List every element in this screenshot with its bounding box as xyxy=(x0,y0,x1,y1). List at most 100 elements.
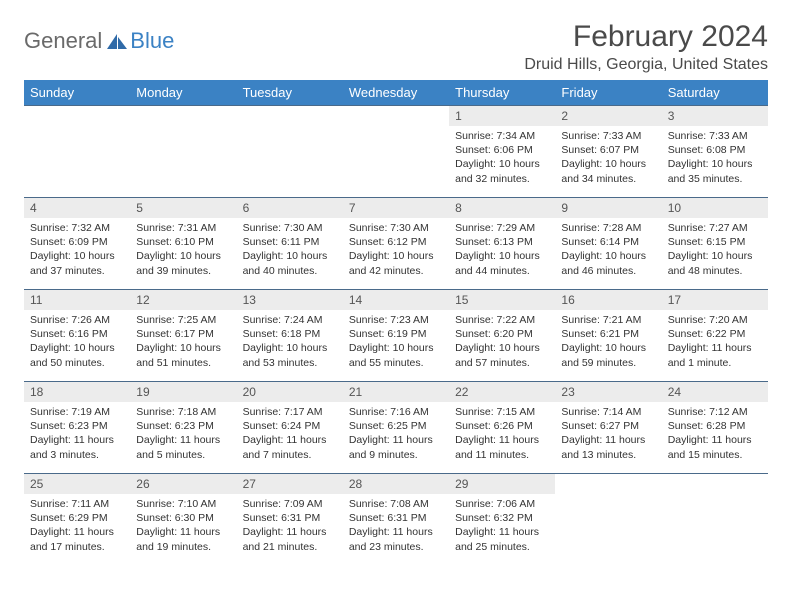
day-details: Sunrise: 7:17 AMSunset: 6:24 PMDaylight:… xyxy=(237,402,343,466)
day-header-wednesday: Wednesday xyxy=(343,80,449,105)
day-details: Sunrise: 7:30 AMSunset: 6:12 PMDaylight:… xyxy=(343,218,449,282)
day-header-sunday: Sunday xyxy=(24,80,130,105)
day-details: Sunrise: 7:26 AMSunset: 6:16 PMDaylight:… xyxy=(24,310,130,374)
calendar-cell: 14Sunrise: 7:23 AMSunset: 6:19 PMDayligh… xyxy=(343,289,449,381)
day-number: 9 xyxy=(555,198,661,218)
day-number: 2 xyxy=(555,106,661,126)
day-number: 14 xyxy=(343,290,449,310)
day-header-saturday: Saturday xyxy=(662,80,768,105)
calendar-cell: 6Sunrise: 7:30 AMSunset: 6:11 PMDaylight… xyxy=(237,197,343,289)
calendar-week: 11Sunrise: 7:26 AMSunset: 6:16 PMDayligh… xyxy=(24,289,768,381)
calendar-cell: 4Sunrise: 7:32 AMSunset: 6:09 PMDaylight… xyxy=(24,197,130,289)
day-details: Sunrise: 7:22 AMSunset: 6:20 PMDaylight:… xyxy=(449,310,555,374)
day-details: Sunrise: 7:16 AMSunset: 6:25 PMDaylight:… xyxy=(343,402,449,466)
location-subtitle: Druid Hills, Georgia, United States xyxy=(524,56,768,74)
day-number: 29 xyxy=(449,474,555,494)
calendar-table: SundayMondayTuesdayWednesdayThursdayFrid… xyxy=(24,80,768,565)
calendar-cell: 21Sunrise: 7:16 AMSunset: 6:25 PMDayligh… xyxy=(343,381,449,473)
day-number: 16 xyxy=(555,290,661,310)
calendar-cell: 15Sunrise: 7:22 AMSunset: 6:20 PMDayligh… xyxy=(449,289,555,381)
calendar-cell: 27Sunrise: 7:09 AMSunset: 6:31 PMDayligh… xyxy=(237,473,343,565)
calendar-cell xyxy=(555,473,661,565)
day-number: 24 xyxy=(662,382,768,402)
day-details: Sunrise: 7:30 AMSunset: 6:11 PMDaylight:… xyxy=(237,218,343,282)
day-details: Sunrise: 7:18 AMSunset: 6:23 PMDaylight:… xyxy=(130,402,236,466)
day-number: 13 xyxy=(237,290,343,310)
calendar-cell: 2Sunrise: 7:33 AMSunset: 6:07 PMDaylight… xyxy=(555,105,661,197)
calendar-header-row: SundayMondayTuesdayWednesdayThursdayFrid… xyxy=(24,80,768,105)
sail-icon xyxy=(106,32,128,50)
day-header-friday: Friday xyxy=(555,80,661,105)
day-number: 15 xyxy=(449,290,555,310)
calendar-cell: 11Sunrise: 7:26 AMSunset: 6:16 PMDayligh… xyxy=(24,289,130,381)
day-number: 3 xyxy=(662,106,768,126)
calendar-cell xyxy=(130,105,236,197)
day-number: 26 xyxy=(130,474,236,494)
calendar-cell: 17Sunrise: 7:20 AMSunset: 6:22 PMDayligh… xyxy=(662,289,768,381)
day-details: Sunrise: 7:27 AMSunset: 6:15 PMDaylight:… xyxy=(662,218,768,282)
day-details: Sunrise: 7:31 AMSunset: 6:10 PMDaylight:… xyxy=(130,218,236,282)
title-block: February 2024 Druid Hills, Georgia, Unit… xyxy=(524,20,768,74)
day-header-monday: Monday xyxy=(130,80,236,105)
day-number: 18 xyxy=(24,382,130,402)
day-header-tuesday: Tuesday xyxy=(237,80,343,105)
day-details: Sunrise: 7:15 AMSunset: 6:26 PMDaylight:… xyxy=(449,402,555,466)
day-number: 6 xyxy=(237,198,343,218)
day-details: Sunrise: 7:25 AMSunset: 6:17 PMDaylight:… xyxy=(130,310,236,374)
day-number: 23 xyxy=(555,382,661,402)
calendar-cell: 16Sunrise: 7:21 AMSunset: 6:21 PMDayligh… xyxy=(555,289,661,381)
day-details: Sunrise: 7:32 AMSunset: 6:09 PMDaylight:… xyxy=(24,218,130,282)
calendar-cell: 7Sunrise: 7:30 AMSunset: 6:12 PMDaylight… xyxy=(343,197,449,289)
day-details: Sunrise: 7:33 AMSunset: 6:07 PMDaylight:… xyxy=(555,126,661,190)
calendar-cell: 13Sunrise: 7:24 AMSunset: 6:18 PMDayligh… xyxy=(237,289,343,381)
day-details: Sunrise: 7:14 AMSunset: 6:27 PMDaylight:… xyxy=(555,402,661,466)
calendar-cell: 10Sunrise: 7:27 AMSunset: 6:15 PMDayligh… xyxy=(662,197,768,289)
day-details: Sunrise: 7:33 AMSunset: 6:08 PMDaylight:… xyxy=(662,126,768,190)
day-number: 20 xyxy=(237,382,343,402)
day-number: 1 xyxy=(449,106,555,126)
calendar-cell xyxy=(662,473,768,565)
day-details: Sunrise: 7:09 AMSunset: 6:31 PMDaylight:… xyxy=(237,494,343,558)
day-details: Sunrise: 7:11 AMSunset: 6:29 PMDaylight:… xyxy=(24,494,130,558)
logo: General Blue xyxy=(24,28,174,54)
day-details: Sunrise: 7:28 AMSunset: 6:14 PMDaylight:… xyxy=(555,218,661,282)
calendar-cell xyxy=(343,105,449,197)
calendar-body: 1Sunrise: 7:34 AMSunset: 6:06 PMDaylight… xyxy=(24,105,768,565)
calendar-cell: 25Sunrise: 7:11 AMSunset: 6:29 PMDayligh… xyxy=(24,473,130,565)
day-details: Sunrise: 7:10 AMSunset: 6:30 PMDaylight:… xyxy=(130,494,236,558)
day-number: 4 xyxy=(24,198,130,218)
calendar-cell: 26Sunrise: 7:10 AMSunset: 6:30 PMDayligh… xyxy=(130,473,236,565)
day-number: 21 xyxy=(343,382,449,402)
logo-text-general: General xyxy=(24,28,102,54)
calendar-cell: 12Sunrise: 7:25 AMSunset: 6:17 PMDayligh… xyxy=(130,289,236,381)
day-number: 27 xyxy=(237,474,343,494)
calendar-cell: 22Sunrise: 7:15 AMSunset: 6:26 PMDayligh… xyxy=(449,381,555,473)
day-number: 11 xyxy=(24,290,130,310)
day-details: Sunrise: 7:06 AMSunset: 6:32 PMDaylight:… xyxy=(449,494,555,558)
day-details: Sunrise: 7:21 AMSunset: 6:21 PMDaylight:… xyxy=(555,310,661,374)
calendar-cell: 8Sunrise: 7:29 AMSunset: 6:13 PMDaylight… xyxy=(449,197,555,289)
day-number: 22 xyxy=(449,382,555,402)
calendar-cell: 29Sunrise: 7:06 AMSunset: 6:32 PMDayligh… xyxy=(449,473,555,565)
calendar-cell: 19Sunrise: 7:18 AMSunset: 6:23 PMDayligh… xyxy=(130,381,236,473)
calendar-cell: 5Sunrise: 7:31 AMSunset: 6:10 PMDaylight… xyxy=(130,197,236,289)
calendar-cell xyxy=(24,105,130,197)
calendar-cell: 1Sunrise: 7:34 AMSunset: 6:06 PMDaylight… xyxy=(449,105,555,197)
day-details: Sunrise: 7:29 AMSunset: 6:13 PMDaylight:… xyxy=(449,218,555,282)
header: General Blue February 2024 Druid Hills, … xyxy=(24,20,768,74)
day-details: Sunrise: 7:24 AMSunset: 6:18 PMDaylight:… xyxy=(237,310,343,374)
day-number: 10 xyxy=(662,198,768,218)
calendar-cell xyxy=(237,105,343,197)
calendar-cell: 23Sunrise: 7:14 AMSunset: 6:27 PMDayligh… xyxy=(555,381,661,473)
day-details: Sunrise: 7:34 AMSunset: 6:06 PMDaylight:… xyxy=(449,126,555,190)
calendar-cell: 24Sunrise: 7:12 AMSunset: 6:28 PMDayligh… xyxy=(662,381,768,473)
day-number: 19 xyxy=(130,382,236,402)
day-details: Sunrise: 7:20 AMSunset: 6:22 PMDaylight:… xyxy=(662,310,768,374)
day-number: 28 xyxy=(343,474,449,494)
calendar-week: 25Sunrise: 7:11 AMSunset: 6:29 PMDayligh… xyxy=(24,473,768,565)
day-details: Sunrise: 7:12 AMSunset: 6:28 PMDaylight:… xyxy=(662,402,768,466)
calendar-week: 4Sunrise: 7:32 AMSunset: 6:09 PMDaylight… xyxy=(24,197,768,289)
calendar-cell: 18Sunrise: 7:19 AMSunset: 6:23 PMDayligh… xyxy=(24,381,130,473)
calendar-cell: 3Sunrise: 7:33 AMSunset: 6:08 PMDaylight… xyxy=(662,105,768,197)
day-details: Sunrise: 7:08 AMSunset: 6:31 PMDaylight:… xyxy=(343,494,449,558)
